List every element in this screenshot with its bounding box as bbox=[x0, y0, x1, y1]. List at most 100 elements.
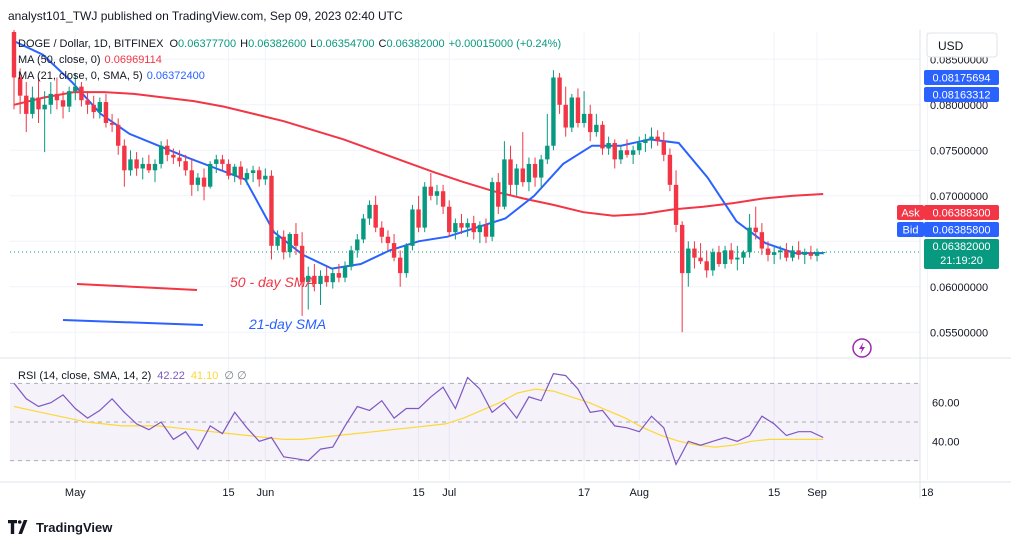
candle-body bbox=[673, 184, 679, 225]
candle-body bbox=[606, 143, 611, 149]
legend-ma21-value: 0.06372400 bbox=[147, 70, 205, 82]
candle-body bbox=[269, 175, 274, 246]
candle bbox=[238, 161, 244, 185]
candle bbox=[195, 173, 201, 192]
candle-body bbox=[820, 252, 826, 254]
candle-body bbox=[226, 163, 231, 176]
currency-button-bg bbox=[926, 32, 998, 58]
candle bbox=[477, 221, 483, 244]
candle bbox=[453, 218, 458, 240]
candle-body bbox=[207, 163, 213, 187]
candle bbox=[514, 163, 519, 196]
candle bbox=[526, 157, 532, 192]
candle bbox=[790, 245, 795, 262]
candle bbox=[250, 165, 256, 183]
rsi-pane[interactable] bbox=[10, 373, 920, 467]
ask-label-bg bbox=[897, 205, 924, 220]
candle-body bbox=[250, 170, 256, 174]
candle bbox=[373, 195, 378, 233]
candle-body bbox=[128, 159, 133, 171]
sma21-annotation: 21-day SMA bbox=[248, 316, 326, 332]
candle-body bbox=[428, 186, 434, 196]
candle bbox=[177, 150, 182, 167]
legend-ma21-label: MA (21, close, 0, SMA, 5) bbox=[18, 70, 143, 82]
candle bbox=[324, 266, 329, 287]
candle bbox=[152, 159, 158, 183]
candle-body bbox=[667, 154, 673, 185]
candle-body bbox=[778, 250, 783, 253]
candle-body bbox=[416, 209, 421, 228]
legend-ma50-value: 0.06969114 bbox=[105, 54, 162, 66]
currency-button[interactable]: USD bbox=[938, 39, 964, 53]
candle bbox=[643, 133, 648, 153]
candle bbox=[538, 154, 544, 189]
candle-body bbox=[686, 248, 691, 274]
candle bbox=[502, 141, 507, 210]
tradingview-footer[interactable]: TradingView bbox=[8, 517, 112, 537]
candle bbox=[459, 213, 464, 234]
candle-body bbox=[244, 173, 250, 180]
legend-ohlc-label: H bbox=[240, 38, 248, 50]
candle bbox=[158, 141, 164, 169]
candle bbox=[312, 264, 317, 292]
candle-body bbox=[201, 177, 207, 187]
candle bbox=[122, 139, 127, 187]
candle-body bbox=[220, 159, 225, 164]
candle-body bbox=[612, 143, 617, 160]
candle-body bbox=[183, 161, 188, 171]
rsi-legend-ma-value: 41.10 bbox=[191, 370, 219, 382]
candle-body bbox=[336, 273, 342, 278]
candle bbox=[575, 88, 581, 128]
candle-body bbox=[440, 191, 446, 207]
candle bbox=[128, 150, 133, 176]
candle bbox=[42, 91, 47, 153]
candle-body bbox=[790, 250, 795, 258]
candle-body bbox=[373, 204, 378, 228]
price-tick-label: 0.05500000 bbox=[930, 327, 988, 339]
candle bbox=[281, 230, 286, 260]
candle bbox=[771, 245, 777, 265]
legend-change: +0.00015000 (+0.24%) bbox=[449, 38, 562, 50]
candle bbox=[440, 184, 446, 214]
time-tick-label: Jul bbox=[442, 487, 456, 499]
candle-body bbox=[814, 252, 820, 256]
price-tick-label: 0.07000000 bbox=[930, 191, 988, 203]
candle bbox=[753, 206, 758, 240]
candle-body bbox=[422, 186, 427, 228]
candle-body bbox=[214, 159, 219, 164]
candle bbox=[257, 166, 262, 187]
publisher-header: analyst101_TWJ published on TradingView.… bbox=[0, 0, 1011, 30]
candle bbox=[97, 97, 103, 119]
candle-body bbox=[140, 163, 145, 169]
candle-body bbox=[36, 97, 41, 110]
candle-body bbox=[649, 136, 654, 140]
candle-body bbox=[557, 77, 562, 105]
candle-series[interactable] bbox=[10, 30, 920, 333]
candle-body bbox=[716, 252, 722, 265]
candle bbox=[655, 130, 660, 146]
time-tick-label: May bbox=[65, 487, 86, 499]
candle bbox=[612, 139, 617, 169]
candle bbox=[667, 148, 673, 192]
time-tick-label: 15 bbox=[768, 487, 780, 499]
candle bbox=[109, 113, 115, 133]
time-tick-label: 15 bbox=[412, 487, 424, 499]
ask-label: Ask bbox=[901, 208, 920, 220]
candle-body bbox=[489, 182, 495, 237]
candle bbox=[532, 157, 538, 187]
candle-body bbox=[177, 157, 182, 162]
candle bbox=[275, 230, 280, 251]
candle-body bbox=[453, 223, 458, 233]
candle bbox=[765, 241, 771, 262]
candle bbox=[66, 86, 72, 113]
candle bbox=[637, 136, 642, 155]
price-chart[interactable]: 0.085000000.080000000.075000000.07000000… bbox=[0, 30, 1011, 510]
candle-body bbox=[355, 239, 360, 251]
candle bbox=[244, 168, 250, 185]
candle-body bbox=[588, 113, 593, 133]
candle bbox=[808, 245, 814, 260]
candle bbox=[630, 145, 636, 164]
candle-body bbox=[42, 104, 47, 110]
candle bbox=[594, 113, 599, 137]
candle bbox=[545, 113, 550, 164]
